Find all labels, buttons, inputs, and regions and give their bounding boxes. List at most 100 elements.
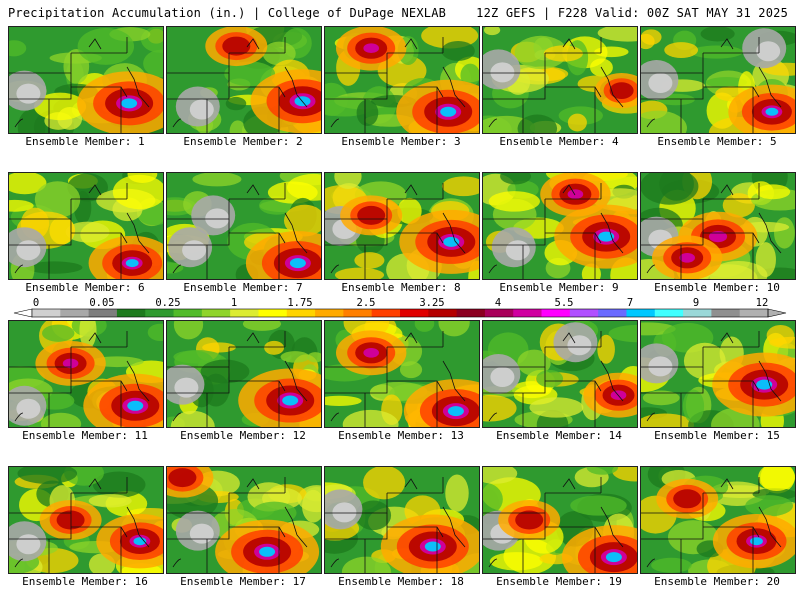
precip-map xyxy=(325,27,479,133)
state-boundary xyxy=(720,38,734,50)
precip-contour xyxy=(16,240,41,261)
precip-contour xyxy=(127,400,144,411)
precip-contour xyxy=(282,395,299,406)
precip-contour xyxy=(490,62,515,83)
precip-contour xyxy=(26,261,83,274)
precip-contour xyxy=(42,324,75,342)
state-boundary xyxy=(442,360,466,402)
precip-map xyxy=(641,173,795,279)
colorbar-swatch xyxy=(88,309,118,317)
precip-contour xyxy=(683,342,726,380)
state-boundary xyxy=(562,332,576,344)
ensemble-member-label: Ensemble Member: 11 xyxy=(22,429,148,442)
state-boundary xyxy=(325,219,388,246)
precip-contour xyxy=(765,107,779,116)
ensemble-member-label: Ensemble Member: 9 xyxy=(499,281,619,294)
precip-contour xyxy=(443,236,460,247)
state-boundary xyxy=(562,184,576,196)
precip-contour xyxy=(264,340,285,355)
ensemble-map-panel xyxy=(166,320,322,428)
colorbar-swatch xyxy=(60,309,90,317)
state-boundary xyxy=(14,558,24,568)
precip-contour xyxy=(529,397,584,418)
precip-contour xyxy=(63,49,90,84)
precip-contour xyxy=(679,253,695,263)
precip-contour xyxy=(224,61,276,87)
state-boundary xyxy=(641,219,704,246)
state-boundary xyxy=(284,212,308,254)
precip-map xyxy=(9,321,163,427)
state-boundary xyxy=(483,513,546,540)
precip-contour xyxy=(594,46,629,58)
precip-contour xyxy=(357,205,386,225)
precip-contour xyxy=(488,191,540,212)
state-boundary xyxy=(325,367,388,394)
precip-contour xyxy=(673,489,702,509)
ensemble-member-label: Ensemble Member: 14 xyxy=(496,429,622,442)
colorbar-tick-label: 1.75 xyxy=(287,297,312,309)
state-boundary xyxy=(758,212,782,254)
precip-contour xyxy=(608,324,637,343)
ensemble-member-label: Ensemble Member: 13 xyxy=(338,429,464,442)
state-boundary xyxy=(720,478,734,490)
ensemble-map-panel xyxy=(640,320,796,428)
precip-contour xyxy=(440,106,457,117)
state-boundary xyxy=(600,506,624,548)
precip-map xyxy=(167,321,321,427)
precip-contour xyxy=(756,184,791,200)
state-boundary xyxy=(9,513,72,540)
precip-contour xyxy=(598,231,615,242)
precip-contour xyxy=(289,258,306,269)
colorbar-swatch xyxy=(286,309,316,317)
colorbar-tick-label: 9 xyxy=(693,297,699,309)
precip-contour xyxy=(445,474,469,512)
precip-contour xyxy=(705,77,748,88)
state-boundary xyxy=(167,219,230,246)
precip-contour xyxy=(229,120,246,133)
colorbar-tick-label: 0.05 xyxy=(89,297,114,309)
precip-contour xyxy=(16,398,41,419)
ensemble-map-panel xyxy=(8,172,164,280)
ensemble-member-label: Ensemble Member: 10 xyxy=(654,281,780,294)
precip-contour xyxy=(17,109,46,133)
precip-contour xyxy=(447,406,464,417)
precip-contour xyxy=(16,534,41,555)
precip-contour xyxy=(438,321,470,337)
precip-contour xyxy=(708,231,728,243)
state-boundary xyxy=(330,264,340,274)
ensemble-member-label: Ensemble Member: 7 xyxy=(183,281,303,294)
colorbar-swatch xyxy=(484,309,514,317)
ensemble-map-panel xyxy=(166,466,322,574)
state-boundary xyxy=(126,360,150,402)
precip-contour xyxy=(514,35,568,70)
state-boundary xyxy=(88,38,102,50)
precip-contour xyxy=(536,370,564,388)
precip-contour xyxy=(483,394,517,422)
precip-contour xyxy=(342,409,399,427)
state-boundary xyxy=(442,212,466,254)
colorbar-tick-label: 0 xyxy=(33,297,39,309)
precip-contour xyxy=(659,173,694,201)
precip-contour xyxy=(664,42,699,58)
precip-contour xyxy=(147,323,163,342)
precip-contour xyxy=(570,495,627,516)
colorbar-swatch xyxy=(626,309,656,317)
precip-map xyxy=(9,467,163,573)
state-boundary xyxy=(330,412,340,422)
ensemble-member-label: Ensemble Member: 15 xyxy=(654,429,780,442)
ensemble-member-label: Ensemble Member: 19 xyxy=(496,575,622,588)
precip-map xyxy=(167,173,321,279)
ensemble-member-label: Ensemble Member: 20 xyxy=(654,575,780,588)
precip-contour xyxy=(222,36,251,56)
precip-map xyxy=(483,173,637,279)
colorbar-max-arrow xyxy=(767,308,787,318)
precip-contour xyxy=(586,467,619,475)
state-boundary xyxy=(641,513,704,540)
precip-contour xyxy=(460,63,479,87)
state-boundary xyxy=(483,73,546,100)
precip-contour xyxy=(192,173,242,187)
precip-contour xyxy=(769,336,795,349)
state-boundary xyxy=(172,412,182,422)
colorbar-swatch xyxy=(739,309,769,317)
state-boundary xyxy=(600,212,624,254)
